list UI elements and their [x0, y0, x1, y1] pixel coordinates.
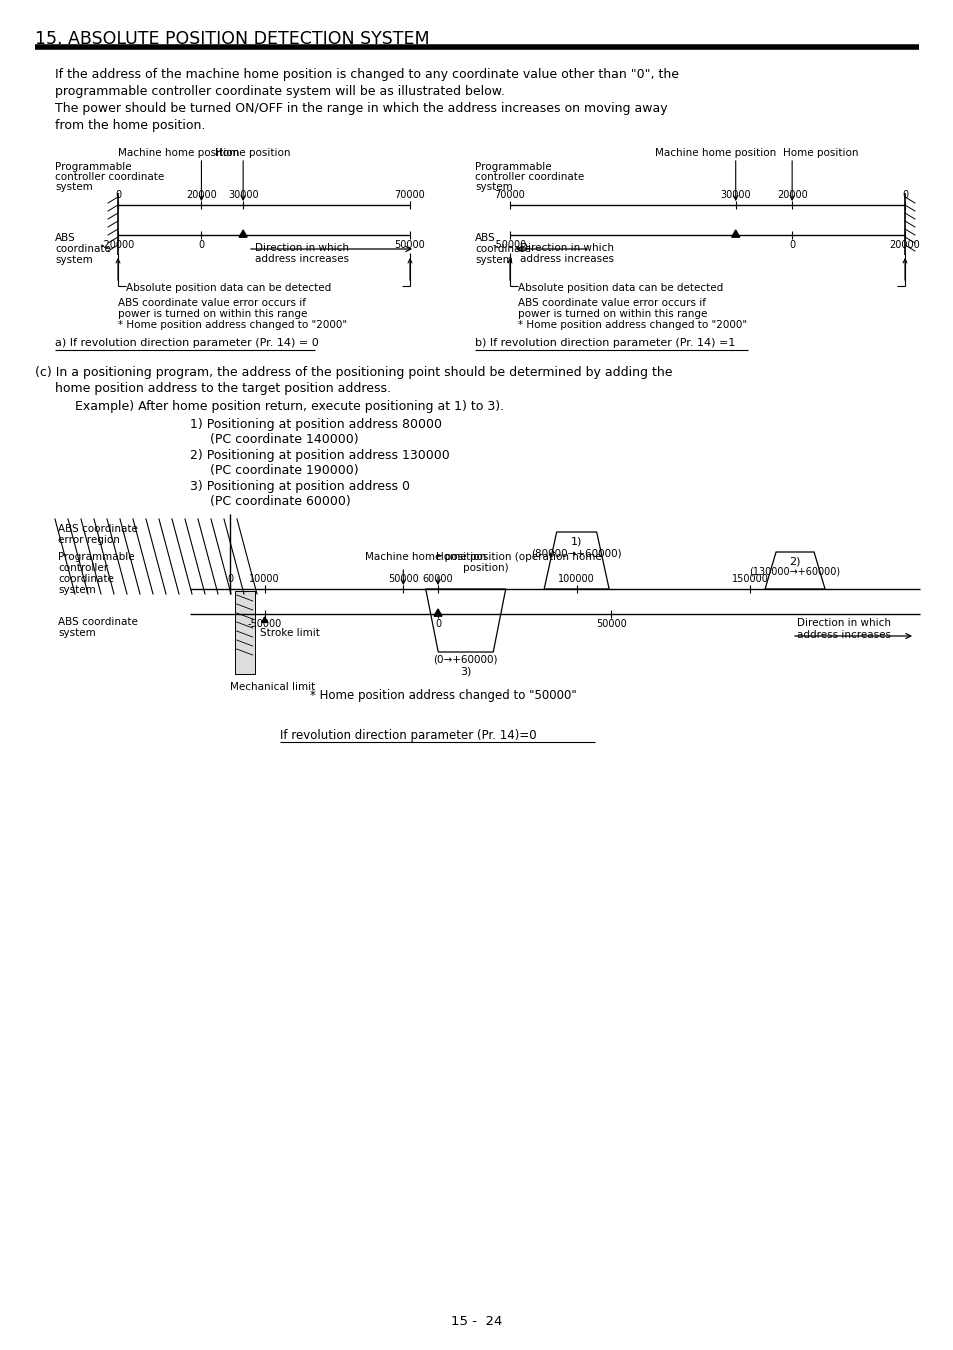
Text: Mechanical limit: Mechanical limit: [230, 682, 314, 693]
Text: Programmable: Programmable: [58, 552, 134, 562]
Text: system: system: [475, 255, 512, 265]
Text: Home position: Home position: [214, 148, 291, 158]
Polygon shape: [239, 230, 247, 238]
Text: Home position (operation home: Home position (operation home: [436, 552, 601, 562]
Text: coordinate: coordinate: [55, 244, 111, 254]
Text: 30000: 30000: [228, 190, 258, 200]
Text: 0: 0: [435, 620, 440, 629]
Text: 15. ABSOLUTE POSITION DETECTION SYSTEM: 15. ABSOLUTE POSITION DETECTION SYSTEM: [35, 30, 429, 49]
Text: ABS coordinate value error occurs if: ABS coordinate value error occurs if: [118, 298, 306, 308]
Text: 3): 3): [459, 666, 471, 676]
Text: Direction in which: Direction in which: [796, 618, 890, 628]
Text: controller: controller: [58, 563, 108, 572]
Text: ABS: ABS: [475, 234, 496, 243]
Text: ABS coordinate: ABS coordinate: [58, 617, 138, 626]
Text: position): position): [462, 563, 508, 572]
Polygon shape: [434, 609, 441, 616]
Text: If the address of the machine home position is changed to any coordinate value o: If the address of the machine home posit…: [55, 68, 679, 81]
Text: system: system: [58, 585, 95, 595]
Text: (0→+60000): (0→+60000): [433, 653, 497, 664]
Text: (c) In a positioning program, the address of the positioning point should be det: (c) In a positioning program, the addres…: [35, 366, 672, 379]
Text: Machine home position: Machine home position: [365, 552, 486, 562]
Text: Absolute position data can be detected: Absolute position data can be detected: [126, 284, 331, 293]
Text: system: system: [58, 628, 95, 639]
Text: -50000: -50000: [493, 240, 527, 250]
Text: b) If revolution direction parameter (Pr. 14) =1: b) If revolution direction parameter (Pr…: [475, 338, 735, 348]
Text: from the home position.: from the home position.: [55, 119, 205, 132]
Text: Direction in which: Direction in which: [519, 243, 614, 252]
Text: system: system: [475, 182, 512, 192]
Text: address increases: address increases: [796, 630, 890, 640]
Text: * Home position address changed to "50000": * Home position address changed to "5000…: [310, 688, 577, 702]
Text: If revolution direction parameter (Pr. 14)=0: If revolution direction parameter (Pr. 1…: [280, 729, 536, 742]
Text: ABS coordinate: ABS coordinate: [58, 524, 138, 535]
Text: 1) Positioning at position address 80000: 1) Positioning at position address 80000: [190, 418, 441, 431]
Text: 1): 1): [571, 537, 581, 547]
Polygon shape: [261, 617, 268, 622]
Text: 3) Positioning at position address 0: 3) Positioning at position address 0: [190, 481, 410, 493]
Text: 60000: 60000: [422, 574, 453, 585]
Text: 70000: 70000: [494, 190, 525, 200]
Text: power is turned on within this range: power is turned on within this range: [517, 309, 706, 319]
Text: system: system: [55, 182, 92, 192]
Text: * Home position address changed to "2000": * Home position address changed to "2000…: [517, 320, 746, 329]
Text: 10000: 10000: [249, 574, 279, 585]
Polygon shape: [731, 230, 739, 238]
Text: 0: 0: [198, 240, 204, 250]
Text: coordinate: coordinate: [58, 574, 113, 585]
Text: home position address to the target position address.: home position address to the target posi…: [55, 382, 391, 396]
Text: power is turned on within this range: power is turned on within this range: [118, 309, 307, 319]
Bar: [234, 591, 254, 674]
Text: (PC coordinate 140000): (PC coordinate 140000): [210, 433, 358, 446]
Text: 0: 0: [114, 190, 121, 200]
Text: address increases: address increases: [254, 254, 349, 265]
Text: a) If revolution direction parameter (Pr. 14) = 0: a) If revolution direction parameter (Pr…: [55, 338, 318, 348]
Text: coordinate: coordinate: [475, 244, 530, 254]
Text: 2): 2): [788, 556, 800, 566]
Text: 20000: 20000: [889, 240, 920, 250]
Text: system: system: [55, 255, 92, 265]
Text: 50000: 50000: [596, 620, 626, 629]
Text: address increases: address increases: [519, 254, 614, 265]
Text: 2) Positioning at position address 130000: 2) Positioning at position address 13000…: [190, 450, 449, 462]
Text: Programmable: Programmable: [475, 162, 551, 171]
Text: (130000→+60000): (130000→+60000): [749, 567, 840, 576]
Text: error region: error region: [58, 535, 120, 545]
Text: 0: 0: [227, 574, 233, 585]
Text: Direction in which: Direction in which: [254, 243, 349, 252]
Text: Absolute position data can be detected: Absolute position data can be detected: [517, 284, 722, 293]
Text: Home position: Home position: [782, 148, 858, 158]
Text: 70000: 70000: [395, 190, 425, 200]
Text: 150000: 150000: [731, 574, 767, 585]
Text: The power should be turned ON/OFF in the range in which the address increases on: The power should be turned ON/OFF in the…: [55, 103, 667, 115]
Text: 100000: 100000: [558, 574, 595, 585]
Text: controller coordinate: controller coordinate: [475, 171, 583, 182]
Text: 0: 0: [788, 240, 795, 250]
Text: 0: 0: [901, 190, 907, 200]
Text: Programmable: Programmable: [55, 162, 132, 171]
Text: ABS: ABS: [55, 234, 75, 243]
Text: 50000: 50000: [395, 240, 425, 250]
Text: 50000: 50000: [388, 574, 418, 585]
Text: 30000: 30000: [720, 190, 750, 200]
Text: controller coordinate: controller coordinate: [55, 171, 164, 182]
Text: -20000: -20000: [101, 240, 135, 250]
Text: ABS coordinate value error occurs if: ABS coordinate value error occurs if: [517, 298, 705, 308]
Text: programmable controller coordinate system will be as illustrated below.: programmable controller coordinate syste…: [55, 85, 504, 99]
Text: Example) After home position return, execute positioning at 1) to 3).: Example) After home position return, exe…: [75, 400, 503, 413]
Text: (80000→+60000): (80000→+60000): [531, 549, 621, 559]
Text: * Home position address changed to "2000": * Home position address changed to "2000…: [118, 320, 347, 329]
Text: 20000: 20000: [776, 190, 806, 200]
Text: Stroke limit: Stroke limit: [259, 628, 319, 639]
Text: Machine home position: Machine home position: [118, 148, 239, 158]
Text: -50000: -50000: [247, 620, 281, 629]
Text: Machine home position: Machine home position: [655, 148, 776, 158]
Text: (PC coordinate 190000): (PC coordinate 190000): [210, 464, 358, 477]
Text: 20000: 20000: [186, 190, 216, 200]
Text: (PC coordinate 60000): (PC coordinate 60000): [210, 495, 351, 508]
Text: 15 -  24: 15 - 24: [451, 1315, 502, 1328]
